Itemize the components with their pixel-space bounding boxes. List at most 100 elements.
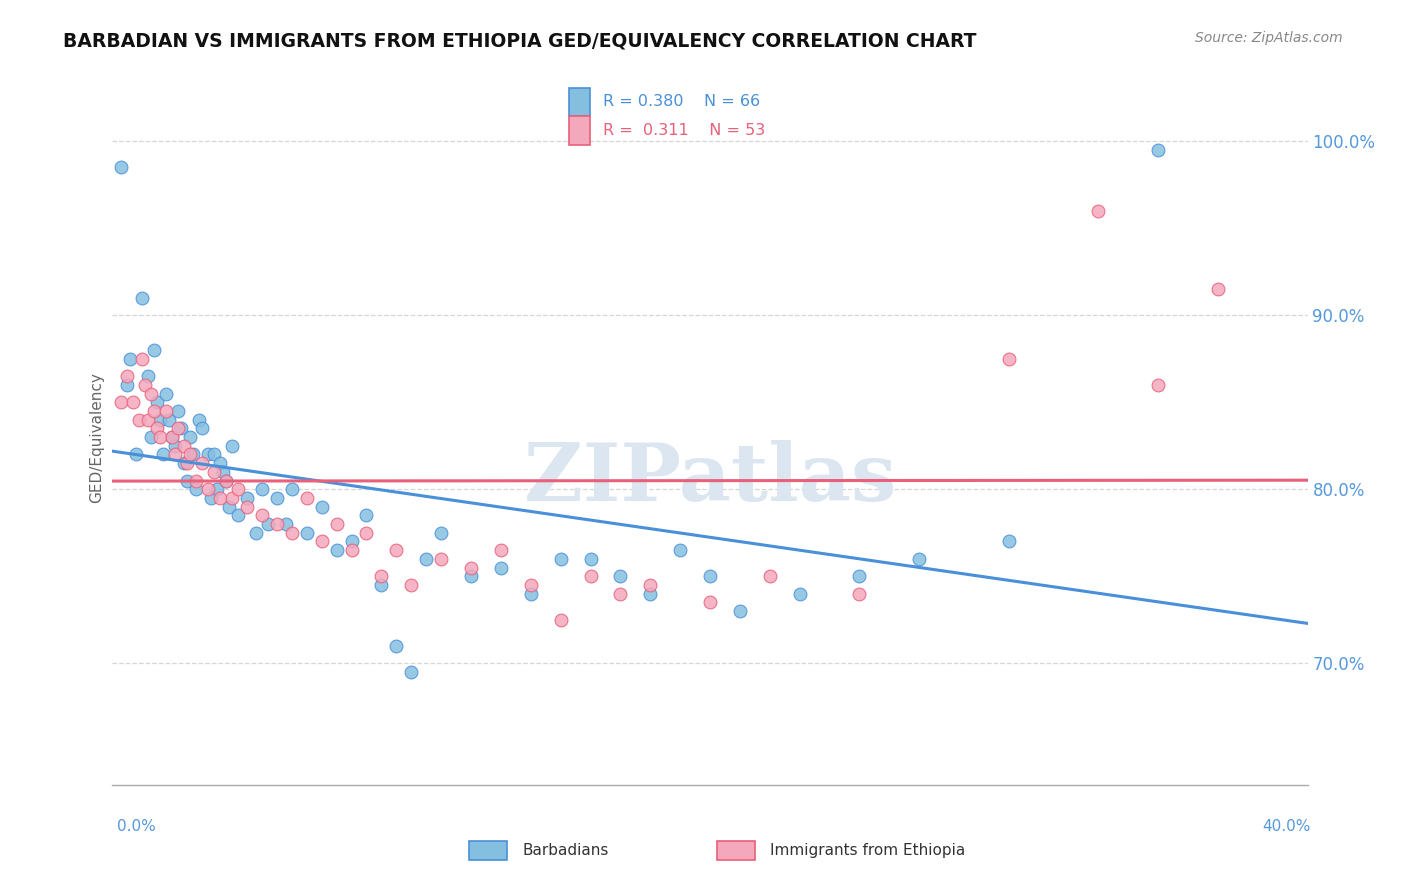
- Point: [143, 404, 166, 418]
- Point: [257, 517, 280, 532]
- Point: [311, 534, 333, 549]
- FancyBboxPatch shape: [568, 87, 591, 116]
- Point: [489, 543, 512, 558]
- Point: [205, 483, 228, 497]
- Point: [186, 483, 208, 497]
- Text: Immigrants from Ethiopia: Immigrants from Ethiopia: [770, 844, 966, 858]
- Point: [155, 386, 177, 401]
- Point: [274, 517, 297, 532]
- Point: [579, 569, 602, 583]
- Point: [179, 448, 201, 462]
- Point: [430, 552, 453, 566]
- Point: [138, 369, 160, 384]
- Point: [250, 508, 273, 523]
- Point: [209, 456, 232, 470]
- Point: [131, 291, 153, 305]
- Point: [415, 552, 437, 566]
- Point: [149, 413, 172, 427]
- Text: 40.0%: 40.0%: [1263, 819, 1310, 834]
- Point: [325, 517, 347, 532]
- Point: [340, 543, 363, 558]
- Point: [122, 395, 145, 409]
- Point: [998, 534, 1021, 549]
- Point: [110, 395, 132, 409]
- Point: [640, 578, 662, 592]
- Point: [165, 448, 187, 462]
- Text: BARBADIAN VS IMMIGRANTS FROM ETHIOPIA GED/EQUIVALENCY CORRELATION CHART: BARBADIAN VS IMMIGRANTS FROM ETHIOPIA GE…: [63, 31, 977, 50]
- Point: [236, 491, 259, 505]
- Point: [295, 491, 318, 505]
- Point: [131, 351, 153, 366]
- Text: R =  0.311    N = 53: R = 0.311 N = 53: [603, 123, 765, 138]
- FancyBboxPatch shape: [470, 841, 508, 861]
- Text: R = 0.380    N = 66: R = 0.380 N = 66: [603, 95, 761, 109]
- Point: [848, 569, 870, 583]
- Point: [266, 517, 288, 532]
- Point: [245, 525, 267, 540]
- Point: [489, 560, 512, 574]
- Point: [202, 465, 225, 479]
- Point: [170, 421, 193, 435]
- Point: [146, 395, 169, 409]
- Point: [609, 587, 631, 601]
- Text: 0.0%: 0.0%: [117, 819, 156, 834]
- Point: [162, 430, 183, 444]
- Point: [908, 552, 931, 566]
- Point: [218, 500, 240, 514]
- Point: [152, 448, 174, 462]
- Point: [197, 483, 219, 497]
- Point: [215, 474, 238, 488]
- Point: [1147, 143, 1170, 157]
- Point: [120, 351, 142, 366]
- Point: [1087, 204, 1109, 219]
- Point: [176, 456, 198, 470]
- Point: [226, 508, 249, 523]
- Text: Source: ZipAtlas.com: Source: ZipAtlas.com: [1195, 31, 1343, 45]
- Point: [212, 465, 235, 479]
- Point: [167, 404, 190, 418]
- Point: [340, 534, 363, 549]
- Point: [138, 413, 160, 427]
- Point: [155, 404, 177, 418]
- Point: [579, 552, 602, 566]
- Y-axis label: GED/Equivalency: GED/Equivalency: [89, 372, 104, 502]
- Point: [143, 343, 166, 358]
- Point: [789, 587, 811, 601]
- Point: [221, 491, 243, 505]
- Point: [699, 569, 721, 583]
- Point: [1206, 282, 1229, 296]
- Point: [141, 430, 163, 444]
- Point: [325, 543, 347, 558]
- Point: [157, 413, 180, 427]
- Point: [998, 351, 1021, 366]
- Point: [236, 500, 259, 514]
- Point: [266, 491, 288, 505]
- FancyBboxPatch shape: [568, 117, 591, 145]
- Point: [209, 491, 232, 505]
- Text: ZIPatlas: ZIPatlas: [524, 440, 896, 518]
- Point: [848, 587, 870, 601]
- Point: [385, 543, 408, 558]
- Point: [401, 665, 423, 679]
- Point: [186, 474, 208, 488]
- Point: [669, 543, 692, 558]
- Point: [202, 448, 225, 462]
- Point: [117, 369, 139, 384]
- Point: [550, 552, 572, 566]
- Point: [141, 386, 163, 401]
- Text: Barbadians: Barbadians: [522, 844, 609, 858]
- Point: [191, 456, 214, 470]
- Point: [385, 639, 408, 653]
- Point: [356, 525, 378, 540]
- Point: [356, 508, 378, 523]
- Point: [117, 378, 139, 392]
- Point: [221, 439, 243, 453]
- Point: [281, 483, 304, 497]
- Point: [181, 448, 204, 462]
- Point: [699, 595, 721, 609]
- Point: [173, 456, 195, 470]
- Point: [1147, 378, 1170, 392]
- Point: [609, 569, 631, 583]
- Point: [728, 604, 751, 618]
- Point: [520, 578, 543, 592]
